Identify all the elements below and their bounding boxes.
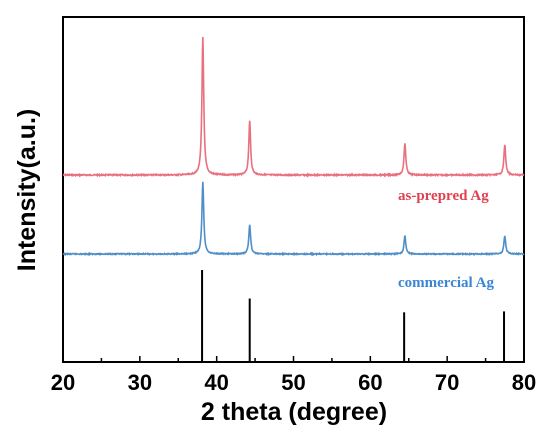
series-label-commercial: commercial Ag	[398, 275, 494, 291]
x-tick-label: 50	[281, 370, 305, 395]
series-label-as-prepared: as-prepred Ag	[398, 188, 489, 204]
x-axis-title: 2 theta (degree)	[201, 398, 387, 426]
x-tick-label: 70	[435, 370, 459, 395]
x-tick-labels: 20 30 40 50 60 70 80	[51, 370, 536, 395]
x-ticks	[62, 356, 525, 362]
x-tick-label: 80	[512, 370, 536, 395]
x-tick-label: 30	[128, 370, 152, 395]
series-line	[62, 181, 525, 257]
x-tick-label: 40	[204, 370, 228, 395]
y-axis-title: Intensity(a.u.)	[13, 109, 41, 272]
x-tick-label: 60	[358, 370, 382, 395]
series-lines	[62, 36, 525, 362]
x-tick-label: 20	[51, 370, 75, 395]
series-line	[62, 36, 525, 178]
